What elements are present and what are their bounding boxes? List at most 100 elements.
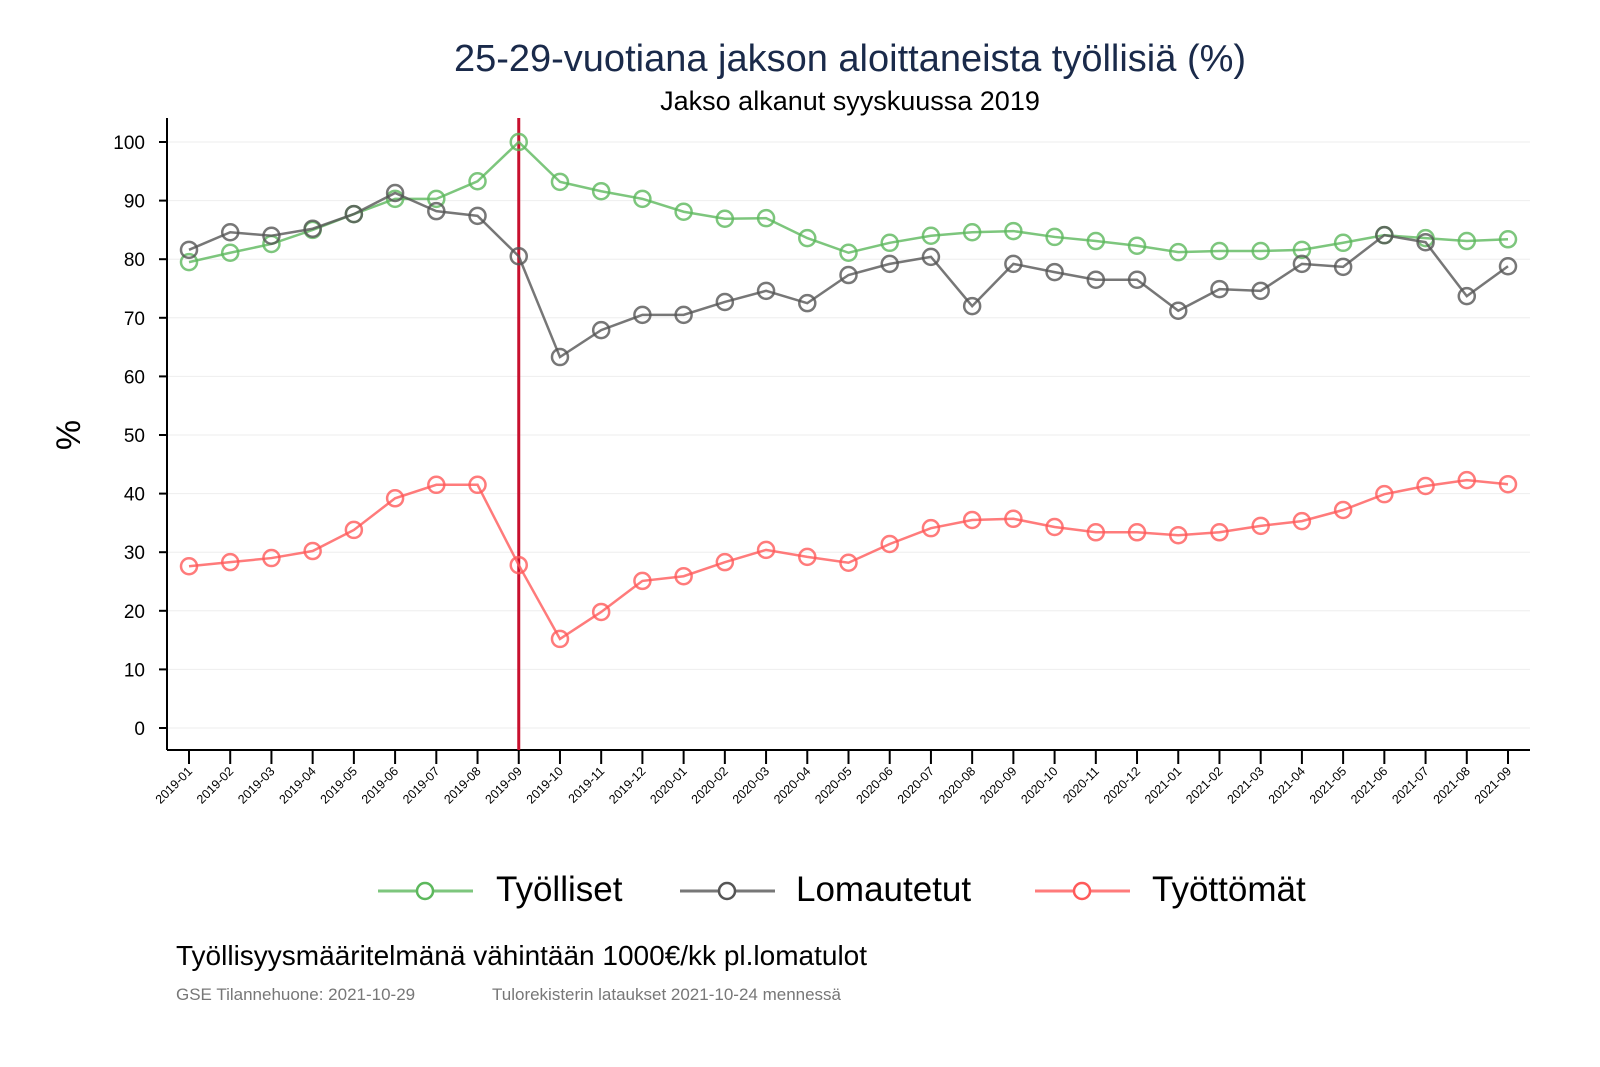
data-point: [220, 222, 240, 242]
x-tick-label: 2020-03: [730, 764, 772, 806]
data-point: [220, 552, 240, 572]
x-tick-label: 2019-04: [276, 764, 318, 806]
x-tick-label: 2020-04: [771, 764, 813, 806]
data-point: [756, 208, 776, 228]
data-point: [1416, 476, 1435, 496]
data-point: [1045, 227, 1064, 247]
data-point: [1045, 262, 1064, 282]
chart-subtitle: Jakso alkanut syyskuussa 2019: [660, 86, 1040, 116]
data-point: [798, 547, 817, 567]
data-point: [962, 222, 982, 242]
data-point: [303, 541, 322, 561]
data-point: [880, 534, 899, 554]
y-tick-label: 20: [124, 602, 145, 623]
y-tick-label: 30: [124, 543, 145, 564]
data-point: [880, 233, 899, 253]
data-point: [756, 540, 776, 560]
x-tick-label: 2019-06: [359, 764, 401, 806]
data-point: [179, 557, 199, 576]
data-point: [715, 292, 735, 312]
data-point: [798, 228, 817, 248]
data-point: [921, 226, 941, 246]
data-point: [1210, 241, 1229, 261]
data-point: [427, 189, 446, 209]
data-point: [262, 548, 281, 568]
data-point: [550, 629, 570, 649]
y-tick-label: 100: [113, 133, 145, 154]
data-point: [921, 247, 941, 267]
data-point: [427, 201, 446, 221]
x-tick-label: 2020-02: [689, 764, 731, 806]
data-point: [921, 518, 941, 538]
source-note: GSE Tilannehuone: 2021-10-29: [176, 985, 416, 1004]
x-tick-label: 2019-03: [235, 764, 277, 806]
data-point: [674, 566, 693, 586]
x-tick-label: 2020-11: [1060, 764, 1102, 806]
y-tick-label: 40: [124, 485, 145, 506]
data-point: [1498, 474, 1518, 494]
data-point: [1004, 509, 1023, 529]
data-point: [1292, 240, 1312, 260]
x-tick-label: 2020-09: [977, 764, 1019, 806]
data-point: [1004, 221, 1023, 241]
data-point: [509, 555, 528, 575]
x-tick-label: 2020-06: [854, 764, 896, 806]
data-point: [1086, 523, 1106, 542]
y-axis-label: %: [50, 420, 88, 450]
data-point: [468, 206, 487, 226]
data-point: [385, 489, 405, 508]
data-point: [962, 510, 982, 530]
data-point: [1251, 241, 1270, 261]
data-point: [550, 347, 570, 367]
y-tick-label: 60: [124, 367, 145, 388]
data-point: [1375, 225, 1394, 245]
data-point: [1169, 242, 1188, 262]
data-point: [1251, 516, 1270, 536]
x-tick-label: 2020-01: [647, 764, 689, 806]
x-tick-label: 2019-01: [153, 764, 195, 806]
data-point: [1004, 254, 1023, 274]
data-point: [179, 252, 199, 272]
x-tick-label: 2019-08: [441, 764, 483, 806]
data-point: [550, 172, 570, 192]
x-tick-label: 2019-10: [524, 764, 566, 806]
data-point: [1127, 236, 1147, 255]
data-point: [303, 219, 322, 238]
data-point: [385, 183, 405, 203]
data-point: [591, 602, 611, 622]
data-point: [1251, 281, 1270, 301]
x-tick-label: 2019-07: [400, 764, 442, 806]
data-point: [1210, 279, 1229, 299]
y-tick-label: 80: [124, 250, 145, 271]
data-point: [1457, 286, 1477, 306]
data-point: [798, 293, 817, 313]
series-line-1: [188, 191, 1509, 359]
data-point: [1498, 256, 1518, 276]
x-tick-label: 2019-09: [483, 764, 525, 806]
data-point: [1127, 270, 1147, 289]
data-point: [1045, 517, 1064, 537]
data-point: [674, 202, 693, 221]
x-tick-label: 2021-02: [1183, 764, 1225, 806]
data-point: [1292, 254, 1312, 274]
series-line-2: [188, 478, 1509, 641]
data-point: [1086, 231, 1106, 251]
footnote: Työllisyysmääritelmänä vähintään 1000€/k…: [176, 940, 868, 971]
data-point: [1457, 231, 1477, 251]
y-tick-label: 10: [124, 660, 145, 681]
y-tick-label: 0: [134, 719, 145, 740]
x-tick-label: 2019-05: [318, 764, 360, 806]
x-tick-label: 2019-02: [194, 764, 236, 806]
data-point: [715, 209, 735, 229]
data-point: [591, 320, 611, 340]
data-point: [1292, 511, 1312, 531]
x-tick-label: 2021-09: [1472, 764, 1514, 806]
data-point: [756, 281, 776, 301]
data-point: [1333, 257, 1353, 277]
x-tick-label: 2021-06: [1348, 764, 1390, 806]
x-tick-label: 2021-08: [1431, 764, 1473, 806]
data-point: [591, 181, 611, 201]
data-point: [220, 243, 240, 263]
legend-label-tyolliset: Työlliset: [496, 870, 623, 909]
